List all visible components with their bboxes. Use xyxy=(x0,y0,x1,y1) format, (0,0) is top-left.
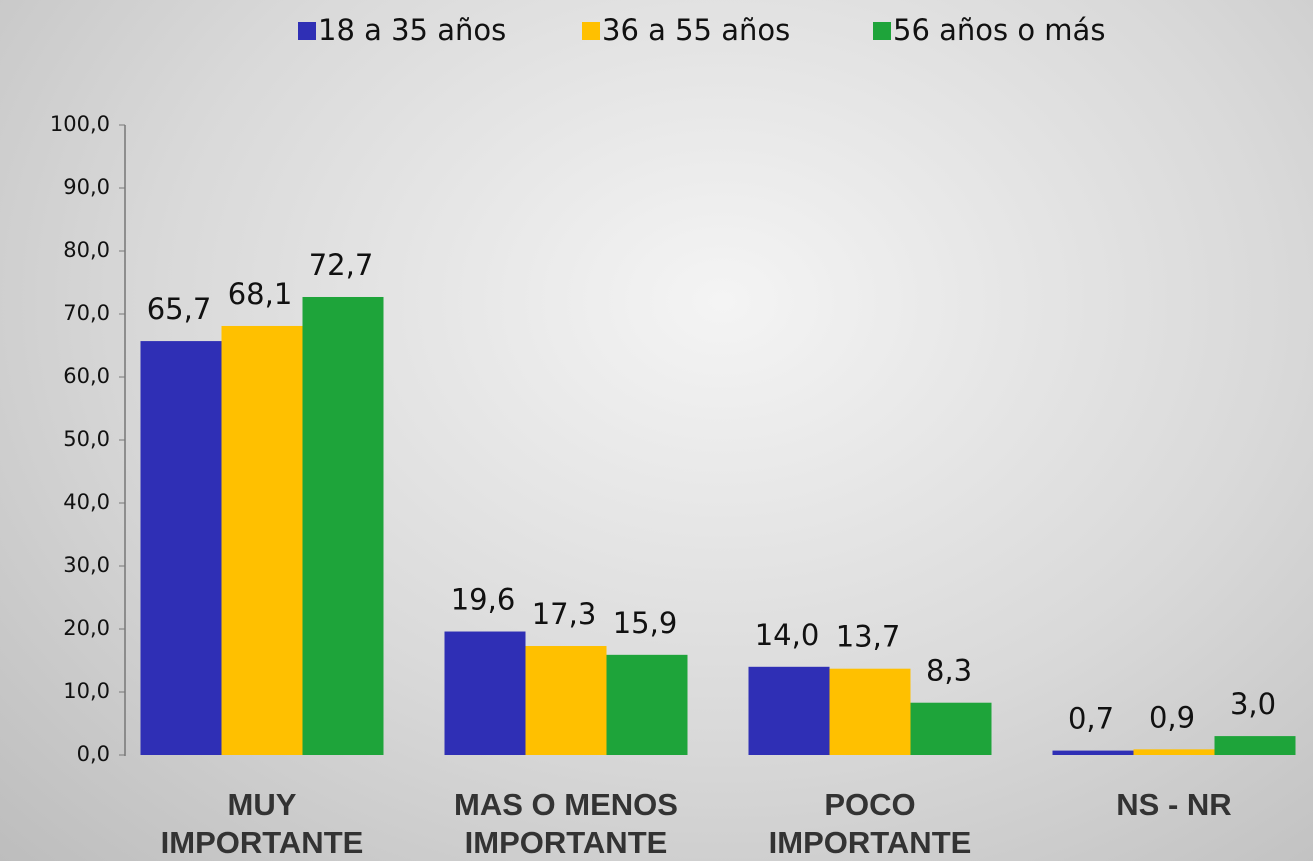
bar xyxy=(302,296,384,755)
bar xyxy=(444,631,526,755)
bar xyxy=(525,646,607,755)
y-tick-label: 10,0 xyxy=(63,679,110,703)
y-tick-label: 20,0 xyxy=(63,616,110,640)
y-tick-label: 30,0 xyxy=(63,553,110,577)
data-label: 15,9 xyxy=(613,606,678,640)
x-tick-label: NS - NR xyxy=(1116,787,1232,822)
bar xyxy=(829,668,911,755)
y-tick-label: 60,0 xyxy=(63,364,110,388)
data-label: 0,7 xyxy=(1068,702,1114,736)
data-label: 0,9 xyxy=(1149,700,1195,734)
y-tick-label: 50,0 xyxy=(63,427,110,451)
bar xyxy=(221,325,303,755)
bar xyxy=(1214,736,1296,755)
y-tick-label: 80,0 xyxy=(63,238,110,262)
data-label: 65,7 xyxy=(147,292,212,326)
data-label: 3,0 xyxy=(1230,687,1276,721)
legend-label: 36 a 55 años xyxy=(602,13,790,47)
y-tick-label: 40,0 xyxy=(63,490,110,514)
data-label: 13,7 xyxy=(836,620,901,654)
data-label: 14,0 xyxy=(755,618,820,652)
bar xyxy=(140,341,222,755)
y-tick-label: 0,0 xyxy=(77,742,110,766)
data-label: 72,7 xyxy=(309,248,374,282)
data-label: 17,3 xyxy=(532,597,597,631)
y-tick-label: 70,0 xyxy=(63,301,110,325)
y-tick-label: 100,0 xyxy=(50,112,110,136)
bar xyxy=(606,654,688,755)
x-tick-label: MAS O MENOS IMPORTANTE xyxy=(454,787,678,860)
legend-label: 56 años o más xyxy=(893,13,1105,47)
legend-label: 18 a 35 años xyxy=(318,13,506,47)
data-label: 19,6 xyxy=(451,583,516,617)
bar xyxy=(910,702,992,755)
x-tick-label: MUY IMPORTANTE xyxy=(160,787,364,860)
legend-swatch xyxy=(582,22,600,40)
legend-swatch xyxy=(873,22,891,40)
y-tick-label: 90,0 xyxy=(63,175,110,199)
bar xyxy=(748,666,830,755)
legend-swatch xyxy=(298,22,316,40)
bar xyxy=(1052,750,1134,755)
data-label: 68,1 xyxy=(228,277,293,311)
data-label: 8,3 xyxy=(926,654,972,688)
bar xyxy=(1133,749,1215,755)
x-tick-label: POCO IMPORTANTE xyxy=(768,787,972,860)
